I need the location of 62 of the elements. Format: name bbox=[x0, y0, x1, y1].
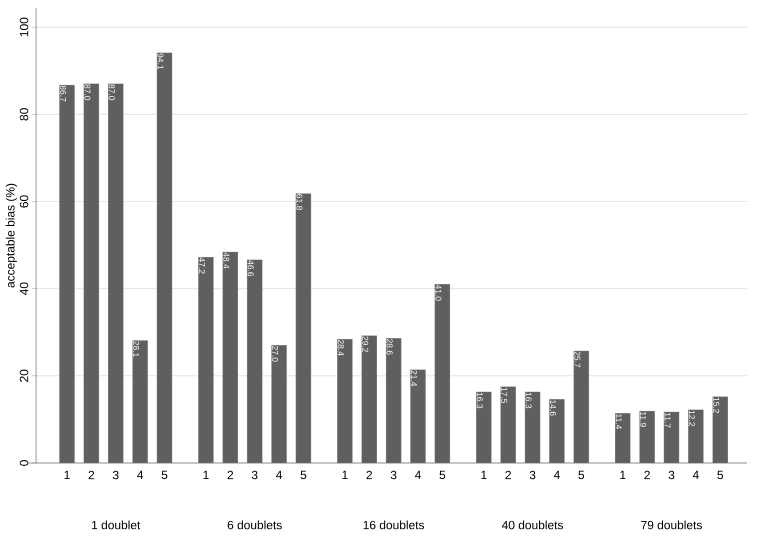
x-tick-label: 2 bbox=[88, 470, 94, 480]
x-tick-label: 5 bbox=[300, 470, 306, 480]
x-tick-label: 5 bbox=[162, 470, 168, 480]
text: 40 doublets bbox=[502, 520, 564, 530]
data-label: 21.4 bbox=[411, 370, 417, 386]
data-label: 17.5 bbox=[501, 388, 508, 404]
x-tick-label: 3 bbox=[530, 470, 536, 480]
x-tick-label: 3 bbox=[252, 470, 258, 480]
y-tick-label: 80 bbox=[20, 108, 28, 120]
x-tick-label: 3 bbox=[112, 470, 119, 480]
x-tick-label: 4 bbox=[554, 470, 560, 479]
data-label: 61.8 bbox=[296, 194, 302, 210]
data-label: 15.2 bbox=[713, 398, 720, 414]
data-label: 87.0 bbox=[84, 84, 90, 100]
data-label: 25.7 bbox=[574, 352, 580, 368]
y-tick-label: 40 bbox=[20, 282, 28, 296]
text: 79 doublets bbox=[641, 520, 702, 530]
text: 16 doublets bbox=[364, 520, 424, 530]
x-tick-label: 4 bbox=[276, 470, 282, 479]
y-tick-label: 100 bbox=[20, 18, 28, 36]
data-label: 28.1 bbox=[133, 341, 140, 357]
x-tick-label: 1 bbox=[481, 470, 487, 479]
text: 1 doublet bbox=[92, 520, 140, 530]
data-label: 12.2 bbox=[688, 410, 695, 426]
x-tick-label: 1 bbox=[342, 470, 348, 479]
data-label: 27.0 bbox=[272, 346, 278, 362]
data-label: 86.7 bbox=[60, 86, 66, 102]
data-label: 94.1 bbox=[158, 53, 164, 70]
x-tick-label: 3 bbox=[390, 470, 396, 480]
data-label: 29.2 bbox=[362, 336, 368, 352]
y-tick-label: 60 bbox=[20, 195, 28, 208]
data-label: 11.4 bbox=[616, 414, 622, 430]
x-tick-label: 1 bbox=[64, 470, 70, 479]
data-label: 87.0 bbox=[108, 84, 115, 100]
x-tick-label: 5 bbox=[717, 470, 724, 480]
data-label: 46.6 bbox=[248, 260, 254, 276]
data-label: 14.6 bbox=[550, 400, 556, 416]
data-label: 28.6 bbox=[386, 338, 393, 355]
data-label: 28.4 bbox=[338, 340, 344, 356]
x-tick-label: 2 bbox=[644, 470, 650, 480]
data-label: 48.4 bbox=[223, 252, 230, 268]
x-tick-label: 4 bbox=[137, 470, 144, 479]
x-tick-label: 2 bbox=[505, 470, 511, 480]
y-tick-label: 20 bbox=[20, 370, 28, 382]
data-label: 41.0 bbox=[435, 284, 442, 301]
x-tick-label: 5 bbox=[440, 470, 446, 480]
x-tick-label: 1 bbox=[620, 470, 626, 479]
y-axis-title: acceptable bias (%) bbox=[6, 184, 17, 288]
data-label: 11.7 bbox=[664, 412, 670, 428]
x-tick-label: 5 bbox=[578, 470, 584, 480]
data-label: 16.3 bbox=[476, 392, 483, 408]
y-tick-label: 0 bbox=[20, 460, 28, 466]
x-tick-label: 2 bbox=[366, 470, 372, 480]
data-label: 11.9 bbox=[640, 412, 646, 427]
data-label: 16.3 bbox=[526, 392, 532, 408]
x-tick-label: 4 bbox=[414, 470, 421, 479]
text: 6 doublets bbox=[228, 520, 282, 530]
x-tick-label: 4 bbox=[692, 470, 699, 479]
x-tick-label: 1 bbox=[204, 470, 209, 479]
x-tick-label: 3 bbox=[668, 470, 674, 480]
x-tick-label: 2 bbox=[228, 470, 234, 480]
data-label: 47.2 bbox=[198, 258, 205, 274]
